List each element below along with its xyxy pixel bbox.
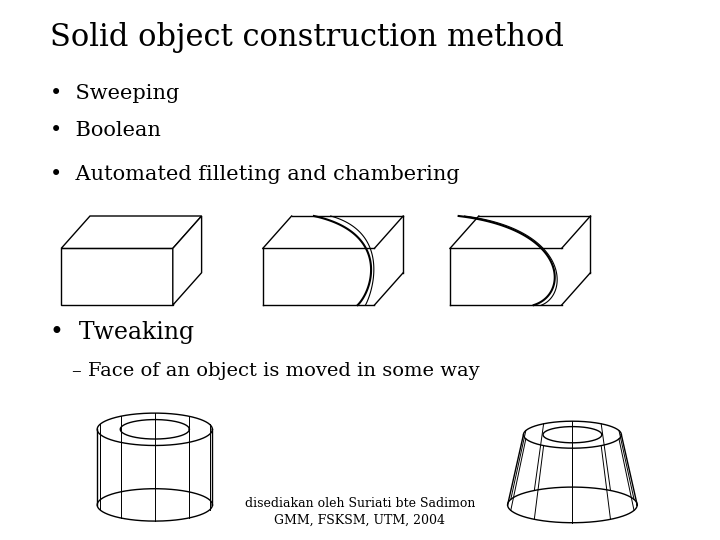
Text: •  Sweeping: • Sweeping — [50, 84, 180, 103]
Polygon shape — [61, 216, 202, 248]
Text: – Face of an object is moved in some way: – Face of an object is moved in some way — [72, 362, 480, 380]
Text: •  Automated filleting and chambering: • Automated filleting and chambering — [50, 165, 460, 184]
Polygon shape — [173, 216, 202, 305]
Text: •  Tweaking: • Tweaking — [50, 321, 194, 345]
Text: disediakan oleh Suriati bte Sadimon: disediakan oleh Suriati bte Sadimon — [245, 497, 475, 510]
Text: Solid object construction method: Solid object construction method — [50, 22, 564, 52]
Text: GMM, FSKSM, UTM, 2004: GMM, FSKSM, UTM, 2004 — [274, 514, 446, 527]
Text: •  Boolean: • Boolean — [50, 122, 161, 140]
